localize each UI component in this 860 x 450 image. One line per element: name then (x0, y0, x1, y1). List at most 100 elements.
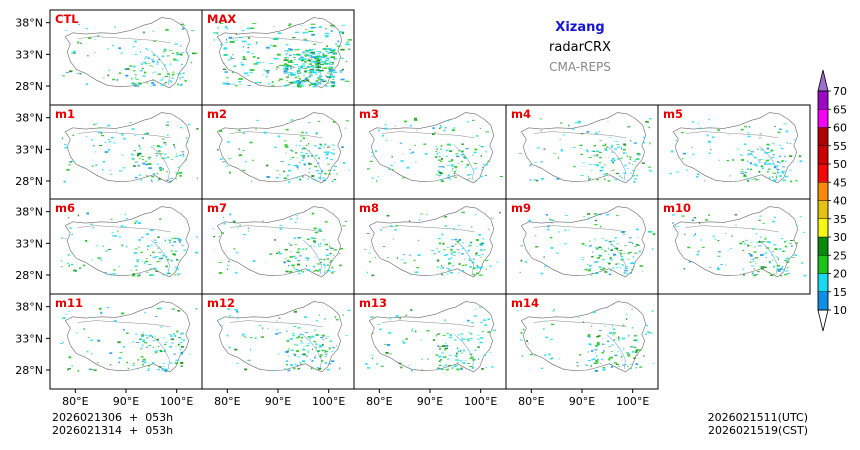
colorbar-extend-max (817, 69, 829, 92)
colorbar-segment (817, 200, 829, 219)
province-boundary (229, 225, 323, 233)
panel-bg (50, 10, 202, 105)
panel-bg (50, 105, 202, 200)
panel-label: m3 (359, 107, 379, 121)
panel-bg (354, 105, 506, 200)
region-boundary (64, 112, 191, 184)
region-boundary (520, 112, 647, 184)
river-line (607, 145, 626, 181)
title-block: Xizang radarCRX CMA-REPS (520, 18, 640, 77)
x-tick-label: 90°E (569, 395, 595, 408)
panel-bg (506, 294, 658, 389)
river-line (151, 145, 170, 181)
init-time-cst: 2026021314 + 053h (52, 424, 174, 437)
region-boundary (216, 112, 343, 184)
region-boundary (520, 301, 647, 373)
colorbar-tick-label: 55 (833, 140, 847, 153)
y-tick-label: 38°N (15, 17, 43, 30)
colorbar-segment (817, 163, 829, 183)
province-boundary (77, 320, 171, 328)
colorbar-tick-label: 35 (833, 213, 847, 226)
panel-label: m7 (207, 201, 227, 215)
river-line (303, 145, 322, 181)
x-tick-label: 100°E (616, 395, 649, 408)
colorbar-segment (817, 109, 829, 128)
province-boundary (381, 320, 475, 328)
river-line (151, 334, 170, 370)
colorbar-tick-label: 10 (833, 304, 847, 317)
river-line (455, 334, 474, 370)
panel-m14: m14 (505, 293, 659, 390)
colorbar-segment (817, 236, 829, 256)
y-tick-label: 28°N (15, 269, 43, 282)
radar-echoes (61, 212, 199, 277)
panel-m12: m12 (201, 293, 355, 390)
panel-m7: m7 (201, 198, 355, 295)
region-boundary (216, 17, 343, 89)
x-tick-label: 80°E (518, 395, 544, 408)
colorbar-segment (817, 182, 829, 201)
province-boundary (685, 225, 779, 233)
panel-grid: CTL MAX m1 m2 m3 m4 m5 m6 m7 m8 m9 m10 m11 m12 m13 m14 (49, 9, 811, 390)
colorbar-extend-min (817, 309, 829, 332)
panel-label: m5 (663, 107, 683, 121)
radar-echoes (212, 212, 347, 275)
panel-bg (658, 105, 810, 200)
panel-label: m14 (511, 296, 539, 310)
panel-m11: m11 (49, 293, 203, 390)
province-boundary (685, 131, 779, 139)
region-boundary (368, 301, 495, 373)
y-tick-label: 33°N (15, 48, 43, 61)
panel-m3: m3 (353, 104, 507, 201)
panel-label: m11 (55, 296, 83, 310)
radar-echoes (220, 308, 351, 372)
panel-label: m6 (55, 201, 75, 215)
province-boundary (77, 36, 171, 44)
radar-echoes (367, 117, 503, 183)
panel-bg (658, 199, 810, 294)
colorbar-tick-label: 60 (833, 122, 847, 135)
y-tick-label: 33°N (15, 237, 43, 250)
init-time-utc: 2026021306 + 053h (52, 411, 174, 424)
panel-m4: m4 (505, 104, 659, 201)
region-boundary (216, 206, 343, 278)
y-tick-label: 38°N (15, 112, 43, 125)
panel-bg (50, 294, 202, 389)
colorbar-tick-label: 25 (833, 249, 847, 262)
region-title: Xizang (555, 20, 605, 35)
panel-bg (354, 199, 506, 294)
colorbar-segment (817, 127, 829, 146)
colorbar-tick-label: 65 (833, 103, 847, 116)
y-tick-label: 28°N (15, 364, 43, 377)
colorbar-tick-label: 70 (833, 85, 847, 98)
x-tick-label: 80°E (214, 395, 240, 408)
y-tick-label: 33°N (15, 143, 43, 156)
colorbar-segment (817, 255, 829, 274)
panel-bg (506, 105, 658, 200)
radar-echoes (516, 308, 655, 372)
region-boundary (216, 301, 343, 373)
panel-m10: m10 (657, 198, 811, 295)
panel-label: m4 (511, 107, 531, 121)
panel-m13: m13 (353, 293, 507, 390)
colorbar-segment (817, 218, 829, 238)
colorbar-tick-label: 15 (833, 286, 847, 299)
x-tick-label: 80°E (62, 395, 88, 408)
valid-time-utc: 2026021511(UTC) (707, 411, 808, 424)
radar-echoes (519, 213, 656, 276)
colorbar-tick-label: 30 (833, 231, 847, 244)
region-boundary (368, 112, 495, 184)
y-tick-label: 38°N (15, 206, 43, 219)
radar-echoes (669, 118, 803, 183)
colorbar-segment (817, 291, 829, 311)
panel-label: CTL (55, 12, 79, 26)
colorbar-tick-label: 45 (833, 176, 847, 189)
panel-label: m1 (55, 107, 75, 121)
river-line (303, 334, 322, 370)
province-boundary (533, 320, 627, 328)
province-boundary (381, 131, 475, 139)
river-line (303, 239, 322, 275)
x-tick-label: 80°E (366, 395, 392, 408)
y-tick-label: 28°N (15, 175, 43, 188)
panel-label: m12 (207, 296, 235, 310)
